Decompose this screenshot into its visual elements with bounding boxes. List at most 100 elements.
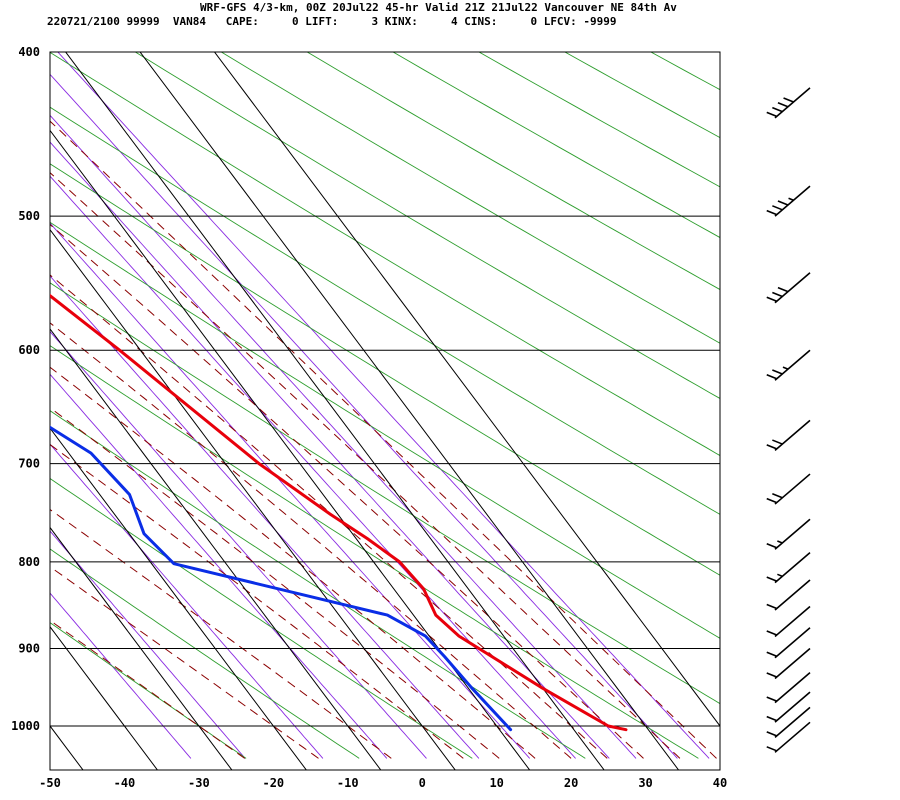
wind-barb [766, 87, 811, 119]
wind-barb-flag [766, 715, 778, 722]
wind-barb [766, 627, 811, 659]
x-tick-label: -10 [337, 776, 359, 790]
dry-adiabat-line [50, 477, 473, 759]
dry-adiabat-line [50, 52, 720, 457]
moist-adiabat-line [50, 366, 536, 759]
wind-barb [766, 518, 811, 550]
dry-adiabat-line [50, 106, 720, 515]
x-tick-label: -40 [114, 776, 136, 790]
y-tick-label: 600 [18, 343, 40, 357]
wind-barb [766, 419, 811, 451]
isotherm-line [213, 52, 720, 727]
y-tick-label: 700 [18, 457, 40, 471]
wind-barb-staff [774, 349, 811, 381]
moist-adiabat-line [50, 223, 644, 759]
mixing-ratio-line [50, 175, 576, 759]
dry-adiabat-line [392, 52, 720, 239]
wind-barb [766, 691, 811, 723]
wind-barb-flag [766, 746, 778, 752]
dry-adiabat-line [306, 52, 720, 291]
dry-adiabat-line [649, 52, 720, 91]
wind-barb-staff [774, 721, 811, 753]
sounding-indices: 220721/2100 99999 VAN84 CAPE: 0 LIFT: 3 … [47, 15, 617, 28]
wind-barb-flag [777, 200, 789, 206]
wind-barb-flag [783, 97, 794, 103]
wind-barb-staff [774, 627, 811, 659]
moist-adiabat-line [50, 619, 245, 759]
wind-barb-staff [774, 272, 811, 304]
mixing-ratio-line [50, 222, 531, 759]
mixing-ratio-line [50, 275, 480, 759]
background-lines [50, 52, 720, 759]
isotherm-line [50, 228, 456, 770]
x-tick-label: -30 [188, 776, 210, 790]
axis-ticks: 400 500 600 700 800 900 1000 -50 -40 -30 -20 -10 0 10… [11, 45, 727, 790]
x-tick-label: 30 [638, 776, 652, 790]
wind-barb-flag [772, 439, 783, 445]
wind-barb-flag [772, 205, 783, 211]
wind-barb-flag [777, 102, 789, 108]
x-tick-label: -50 [39, 776, 61, 790]
moist-adiabat-line [50, 172, 681, 759]
wind-barb [766, 349, 811, 381]
x-tick-label: -20 [262, 776, 284, 790]
y-tick-label: 900 [18, 641, 40, 655]
isotherm-line [50, 328, 382, 770]
moist-adiabat-line [50, 322, 572, 759]
wind-barb-staff [774, 87, 811, 119]
wind-barb-flag [766, 497, 778, 504]
wind-barb [766, 647, 811, 680]
wind-barb-flag [788, 197, 794, 201]
wind-barb-staff [774, 518, 811, 550]
wind-barb-flag [766, 696, 778, 702]
plot-frame [49, 51, 721, 771]
dry-adiabat-line [220, 52, 720, 344]
dry-adiabat-line [563, 52, 720, 139]
moist-adiabat-line [50, 508, 392, 759]
dry-adiabat-line [50, 163, 720, 576]
wind-barb [766, 579, 811, 611]
moist-adiabat-line [50, 120, 717, 759]
wind-barb-staff [774, 706, 811, 738]
wind-barb [766, 706, 811, 738]
grid-lines [49, 51, 721, 771]
sounding-header: WRF-GFS 4/3-km, 00Z 20Jul22 45-hr Valid … [0, 0, 900, 32]
y-tick-label: 800 [18, 555, 40, 569]
isotherm-line [139, 52, 680, 770]
wind-barb-flag [766, 672, 778, 678]
temperature-line [50, 293, 628, 732]
dry-adiabat-line [478, 52, 720, 188]
wind-barb-staff [774, 419, 811, 451]
moist-adiabat-line [50, 443, 464, 759]
mixing-ratio-line [50, 73, 678, 759]
y-tick-label: 1000 [11, 719, 40, 733]
wind-barb-flag [777, 286, 789, 293]
mixing-ratio-line [50, 114, 637, 759]
y-tick-label: 400 [18, 45, 40, 59]
wind-barb-staff [774, 672, 811, 704]
wind-barb-flag [766, 731, 778, 737]
mixing-ratio-line [50, 330, 427, 759]
sounding-title: WRF-GFS 4/3-km, 00Z 20Jul22 45-hr Valid … [200, 1, 677, 14]
wind-barb-staff [774, 473, 811, 505]
moist-adiabat-line [50, 274, 608, 759]
dry-adiabat-line [50, 221, 720, 639]
x-tick-label: 10 [489, 776, 503, 790]
dewpoint-line [50, 425, 513, 732]
x-tick-label: 0 [419, 776, 426, 790]
wind-barb [766, 721, 811, 753]
wind-barb [766, 473, 811, 505]
moist-adiabat-line [50, 566, 319, 759]
wind-barb-flag [766, 603, 778, 610]
wind-barb-staff [774, 552, 811, 584]
wind-barb-flag [766, 543, 778, 549]
mixing-ratio-line [50, 530, 246, 759]
wind-barb-staff [774, 691, 811, 723]
mixing-ratio-line [57, 52, 710, 759]
wind-barb-flag [766, 209, 778, 216]
wind-barb-staff [774, 647, 811, 680]
wind-barb [766, 272, 811, 304]
isotherm-line [50, 725, 84, 770]
dry-adiabat-line [50, 548, 360, 759]
